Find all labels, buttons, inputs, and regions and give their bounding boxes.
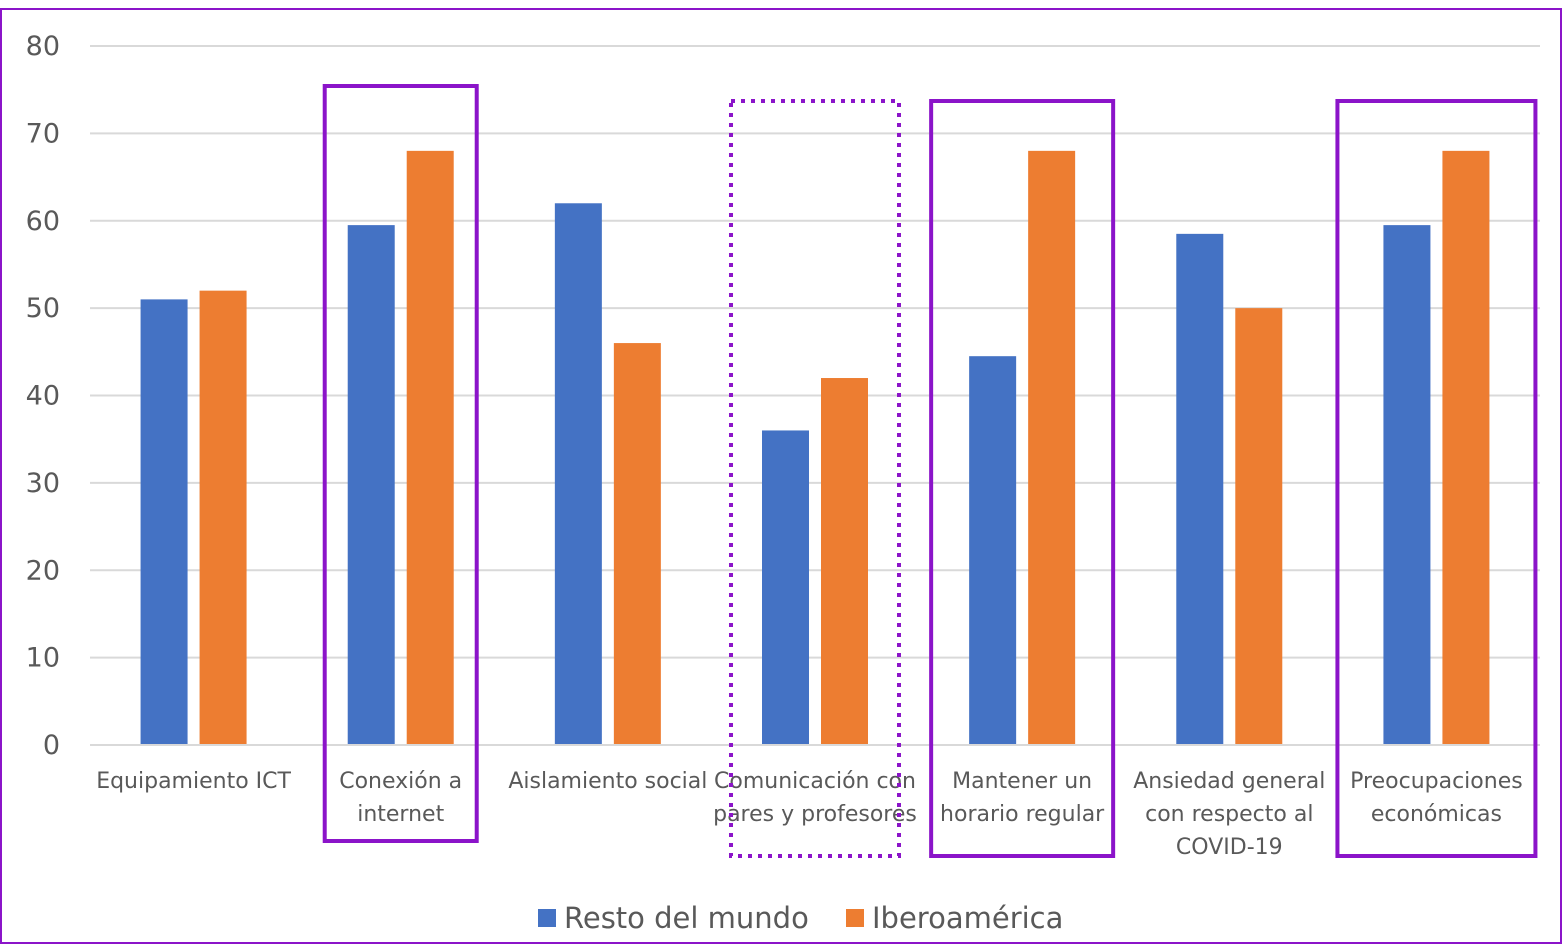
y-tick-label: 40 bbox=[26, 381, 60, 412]
highlight-box-dotted bbox=[729, 99, 901, 858]
x-tick-label-line: COVID-19 bbox=[1176, 835, 1283, 860]
y-tick-label: 50 bbox=[26, 293, 60, 324]
x-tick-label-line: Ansiedad general bbox=[1133, 769, 1325, 794]
bar-iberoamerica bbox=[406, 150, 454, 746]
x-tick-label-line: Equipamiento ICT bbox=[96, 769, 291, 794]
bar-resto-del-mundo bbox=[762, 430, 809, 745]
bar-resto-del-mundo bbox=[969, 356, 1017, 745]
y-tick-label: 20 bbox=[26, 555, 60, 586]
y-tick-label: 60 bbox=[26, 206, 60, 237]
legend-swatch-resto-del-mundo bbox=[538, 909, 556, 927]
x-tick-label-line: internet bbox=[357, 802, 444, 827]
bar-iberoamerica bbox=[821, 378, 868, 745]
x-tick-label: Comunicación con pares y profesores bbox=[713, 769, 917, 827]
highlight-boxes bbox=[322, 84, 1538, 858]
y-axis: 0 10 20 30 40 50 60 70 80 bbox=[26, 31, 60, 761]
highlight-box-solid bbox=[1335, 99, 1538, 858]
chart-border bbox=[0, 8, 1562, 944]
x-tick-label: Conexión a internet bbox=[339, 769, 462, 827]
bar-resto-del-mundo bbox=[554, 203, 602, 745]
gridlines bbox=[90, 45, 1540, 746]
x-tick-label-line: Preocupaciones bbox=[1350, 769, 1523, 794]
x-tick-label-line: Conexión a bbox=[339, 769, 462, 794]
x-tick-label-line: pares y profesores bbox=[713, 802, 917, 827]
bar-iberoamerica bbox=[1235, 308, 1283, 745]
x-tick-label-line: con respecto al bbox=[1145, 802, 1313, 827]
x-tick-label-line: Mantener un bbox=[952, 769, 1092, 794]
bars bbox=[140, 150, 1490, 746]
bar-iberoamerica bbox=[1028, 150, 1076, 746]
y-tick-label: 0 bbox=[43, 730, 60, 761]
legend-label-resto-del-mundo: Resto del mundo bbox=[564, 901, 809, 935]
x-tick-label: Mantener un horario regular bbox=[940, 769, 1105, 827]
legend-swatch-iberoamerica bbox=[846, 909, 864, 927]
legend: Resto del mundo Iberoamérica bbox=[538, 901, 1063, 935]
y-tick-label: 70 bbox=[26, 118, 60, 149]
x-tick-label-line: económicas bbox=[1371, 802, 1502, 827]
y-tick-label: 30 bbox=[26, 468, 60, 499]
legend-label-iberoamerica: Iberoamérica bbox=[872, 901, 1063, 935]
x-tick-label-line: horario regular bbox=[940, 802, 1105, 827]
highlight-box-solid bbox=[322, 84, 479, 843]
x-axis: Equipamiento ICT Conexión a internet Aislam… bbox=[90, 744, 1540, 860]
highlight-box-solid bbox=[929, 99, 1116, 858]
x-tick-label-line: Comunicación con bbox=[714, 769, 916, 794]
x-tick-label: Preocupaciones económicas bbox=[1350, 769, 1523, 827]
x-tick-label: Aislamiento social bbox=[508, 769, 707, 794]
bar-resto-del-mundo bbox=[347, 225, 395, 745]
y-tick-label: 10 bbox=[26, 643, 60, 674]
bar-resto-del-mundo bbox=[1176, 233, 1224, 745]
bar-resto-del-mundo bbox=[1383, 225, 1431, 745]
y-tick-label: 80 bbox=[26, 31, 60, 62]
bar-iberoamerica bbox=[199, 290, 247, 745]
x-tick-label-line: Aislamiento social bbox=[508, 769, 707, 794]
bar-iberoamerica bbox=[613, 343, 661, 745]
bar-resto-del-mundo bbox=[140, 299, 188, 745]
x-tick-label: Ansiedad general con respecto al COVID-19 bbox=[1133, 769, 1325, 860]
bar-iberoamerica bbox=[1442, 150, 1490, 746]
x-tick-label: Equipamiento ICT bbox=[96, 769, 291, 794]
